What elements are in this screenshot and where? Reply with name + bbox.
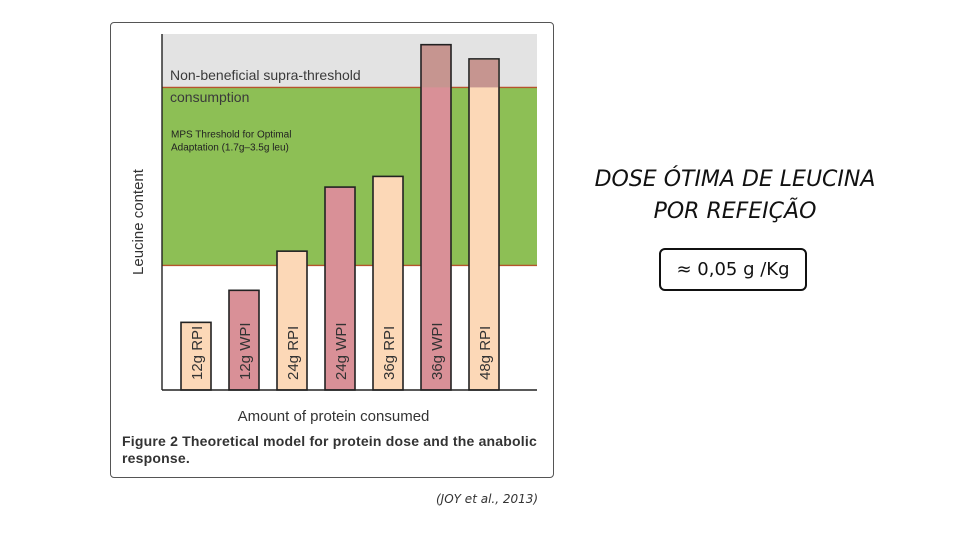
dose-title-line-1: DOSE ÓTIMA DE LEUCINA bbox=[594, 167, 876, 192]
figure-caption-text: Theoretical model for protein dose and t… bbox=[122, 433, 537, 466]
region-label-1: MPS Threshold for Optimal Adaptation (1.7… bbox=[171, 129, 291, 153]
bar-0 bbox=[180, 321, 212, 391]
bar-2 bbox=[276, 250, 308, 391]
x-axis-title: Amount of protein consumed bbox=[238, 408, 430, 425]
bar-label-4: 36g RPI bbox=[381, 326, 398, 380]
bar-label-0: 12g RPI bbox=[189, 326, 206, 380]
citation: (JOY et al., 2013) bbox=[436, 492, 539, 506]
bar-label-3: 24g WPI bbox=[333, 322, 350, 380]
figure-caption: Figure 2 Theoretical model for protein d… bbox=[122, 433, 542, 467]
dose-title: DOSE ÓTIMA DE LEUCINA POR REFEIÇÃO bbox=[560, 164, 910, 228]
bar-overflow-5 bbox=[422, 45, 450, 88]
y-axis-title: Leucine content bbox=[130, 168, 147, 275]
bar-label-6: 48g RPI bbox=[477, 326, 494, 380]
region-label-0: Non-beneficial supra-threshold consumptio… bbox=[170, 67, 361, 105]
bar-overflow-6 bbox=[470, 59, 498, 88]
bar-label-5: 36g WPI bbox=[429, 322, 446, 380]
dose-title-line-2: POR REFEIÇÃO bbox=[653, 199, 817, 224]
bar-1 bbox=[228, 289, 260, 391]
dose-value: ≈ 0,05 g /Kg bbox=[676, 259, 790, 280]
dose-value-box: ≈ 0,05 g /Kg bbox=[659, 248, 807, 291]
figure-label: Figure 2 bbox=[122, 433, 179, 449]
bar-3 bbox=[324, 186, 356, 391]
bar-label-2: 24g RPI bbox=[285, 326, 302, 380]
bar-label-1: 12g WPI bbox=[237, 322, 254, 380]
